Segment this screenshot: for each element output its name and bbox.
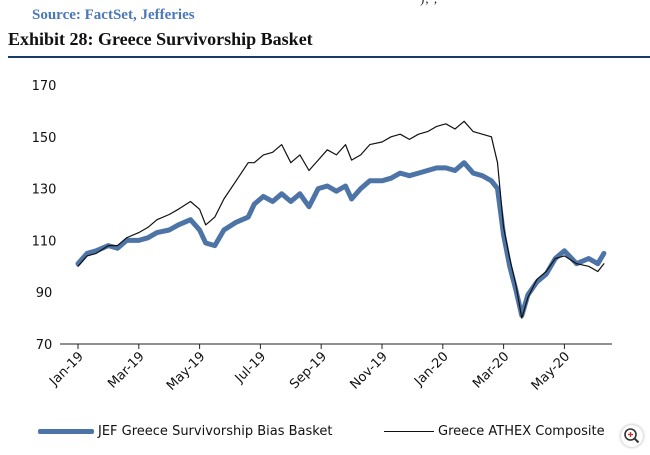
- source-line: Source: FactSet, Jefferies: [32, 7, 195, 23]
- chart-legend: JEF Greece Survivorship Bias Basket Gree…: [0, 424, 650, 448]
- legend-label-athex: Greece ATHEX Composite: [438, 424, 605, 439]
- x-tick-label: Mar-20: [470, 349, 512, 391]
- exhibit-title: Exhibit 28: Greece Survivorship Basket: [8, 29, 313, 49]
- legend-swatch-athex: [384, 430, 434, 433]
- title-rule: [8, 56, 650, 58]
- legend-item-basket: JEF Greece Survivorship Bias Basket: [38, 424, 332, 439]
- x-tick-label: May-20: [529, 349, 573, 393]
- x-tick-label: May-19: [164, 349, 208, 393]
- x-tick-label: Jan-20: [411, 349, 452, 390]
- line-chart: 70 90 110 130 150 170 Jan-19 Mar-19 May-19 Jul-1…: [32, 79, 612, 394]
- x-tick-label: Nov-19: [348, 349, 391, 392]
- zoom-in-icon[interactable]: [621, 425, 643, 447]
- legend-item-athex: Greece ATHEX Composite: [384, 424, 621, 439]
- clipped-header-text: ), ,: [420, 0, 438, 7]
- y-tick-label: 90: [36, 286, 53, 301]
- y-tick-label: 130: [32, 183, 57, 198]
- y-tick-label: 110: [32, 234, 57, 249]
- series-layer: [75, 120, 607, 319]
- y-tick-label: 150: [32, 131, 57, 146]
- series-line-athex: [77, 120, 605, 319]
- y-tick-label: 170: [32, 79, 57, 94]
- y-axis: 70 90 110 130 150 170: [32, 79, 57, 353]
- x-axis: Jan-19 Mar-19 May-19 Jul-19 Sep-19 Nov-19 Jan-…: [46, 343, 612, 394]
- x-tick-label: Sep-19: [287, 349, 330, 392]
- series-line-basket: [75, 160, 607, 318]
- x-tick-label: Mar-19: [105, 349, 147, 391]
- legend-label-basket: JEF Greece Survivorship Bias Basket: [98, 424, 333, 439]
- legend-swatch-basket: [38, 429, 94, 434]
- x-tick-label: Jul-19: [232, 349, 269, 386]
- x-tick-label: Jan-19: [46, 349, 87, 390]
- y-tick-label: 70: [36, 338, 53, 353]
